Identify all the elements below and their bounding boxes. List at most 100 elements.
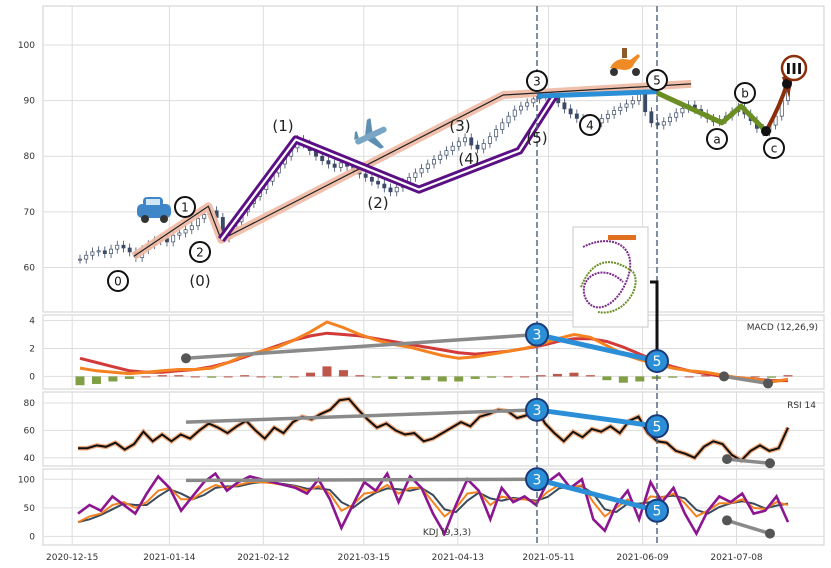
coaster-train [608,235,636,240]
candle-body [425,163,430,169]
macd-histogram-bar [355,375,365,377]
candle-body [96,250,101,253]
macd-badge-5-circle [645,349,669,374]
kdj-grey-segment [726,518,771,536]
wave-label-circled-4: 4 [586,119,594,133]
macd-histogram-bar [388,376,398,379]
kdj-j-line [77,470,790,537]
candle-body [624,103,629,108]
candle-body [90,251,95,256]
coaster-track-purple [582,240,632,309]
candle-body [506,115,511,124]
macd-blue-segment [536,332,658,364]
wave-label-circled-a: a [713,133,720,147]
inset-connector-line [650,280,659,358]
candle-body [463,137,468,143]
y-tick-label: 50 [24,504,36,514]
wave-label-circled-1: 1 [181,201,189,215]
rsi-blue-segment [536,407,658,429]
y-tick-label: 60 [24,263,36,273]
macd-divergence-line [185,332,538,361]
candle-body [419,168,424,174]
macd-histogram-bar [651,376,661,379]
candle-body [630,100,635,105]
candle-body [487,136,492,144]
wave-label-circled-c: c [771,142,778,156]
macd-histogram-bar [240,375,250,377]
wave-label-paren: (3) [449,117,470,135]
macd-histogram-bar [91,376,101,384]
macd-histogram-bar [289,376,299,378]
candle-body [531,98,536,104]
candle-body [680,108,685,114]
candle-body [612,110,617,115]
macd-histogram-bar [585,375,595,377]
x-tick-label: 2021-04-13 [432,553,484,563]
car-body [137,204,171,218]
candle-body [500,122,505,130]
kdj-title: KDJ (9,3,3) [423,528,471,538]
macd-histogram-bar [684,376,694,378]
panel-rsi-frame [42,391,825,467]
airplane-icon [354,118,387,149]
y-tick-label: 70 [24,208,36,218]
x-tick-label: 2021-02-12 [237,553,289,563]
x-tick-label: 2021-01-14 [143,553,196,563]
point-c-dot [761,126,771,137]
macd-histogram-bar [207,376,217,378]
plane-wing [367,137,385,149]
candle-body [109,248,114,254]
candle-body [618,106,623,111]
candle-body [481,143,486,150]
candle-body [78,258,82,261]
candle-body [661,121,666,126]
macd-badge-3-circle [525,322,549,347]
wave-label-circled-3: 3 [533,75,541,89]
candle-body [605,114,610,119]
macd-histogram-bar [503,376,513,378]
candle-body [363,173,368,178]
candle-body [388,187,393,193]
car-wheel [160,215,168,223]
scooter-wheel [610,68,618,76]
wave-label-circled-c-circle [763,137,785,159]
kdj-badge-5-circle [645,498,669,523]
kdj-badge-5: 5 [653,504,662,520]
candle-body [102,250,107,254]
macd-grey-dot [719,371,729,382]
x-tick-label: 2021-03-15 [338,553,390,563]
wave-label-circled-a-circle [706,128,728,150]
y-tick-label: 80 [24,399,36,409]
kdj-blue-segment [536,476,658,514]
macd-title: MACD (12,26,9) [747,323,818,333]
candle-body [475,144,480,150]
rsi-badge-5-circle [645,414,669,439]
candle-body [562,102,567,110]
candle-body [668,116,672,123]
kdj-d-line [77,481,789,524]
candle-body [382,183,387,189]
candle-body [115,244,120,250]
candle-body [643,92,648,113]
secondary-wave-core [220,94,556,241]
rsi-grey-segment [726,457,771,466]
wave-iii-badge: III [786,60,803,78]
macd-histogram-bar [371,376,381,378]
y-tick-label: 4 [29,317,35,327]
corrective-wave-line [655,90,768,133]
macd-histogram-bar [223,376,233,378]
candle-body [326,160,331,165]
macd-histogram-bar [338,370,348,377]
macd-histogram-bar [701,375,711,377]
macd-histogram-bar [421,376,431,381]
macd-histogram-bar [552,373,562,377]
kdj-badge-3-circle [525,467,549,492]
candle-body [394,187,399,193]
y-tick-label: 60 [24,426,36,436]
wave-label-circled-5-circle [646,69,668,91]
macd-histogram-bar [108,376,118,382]
candle-body [469,137,474,146]
macd-histogram-bar [322,366,332,377]
